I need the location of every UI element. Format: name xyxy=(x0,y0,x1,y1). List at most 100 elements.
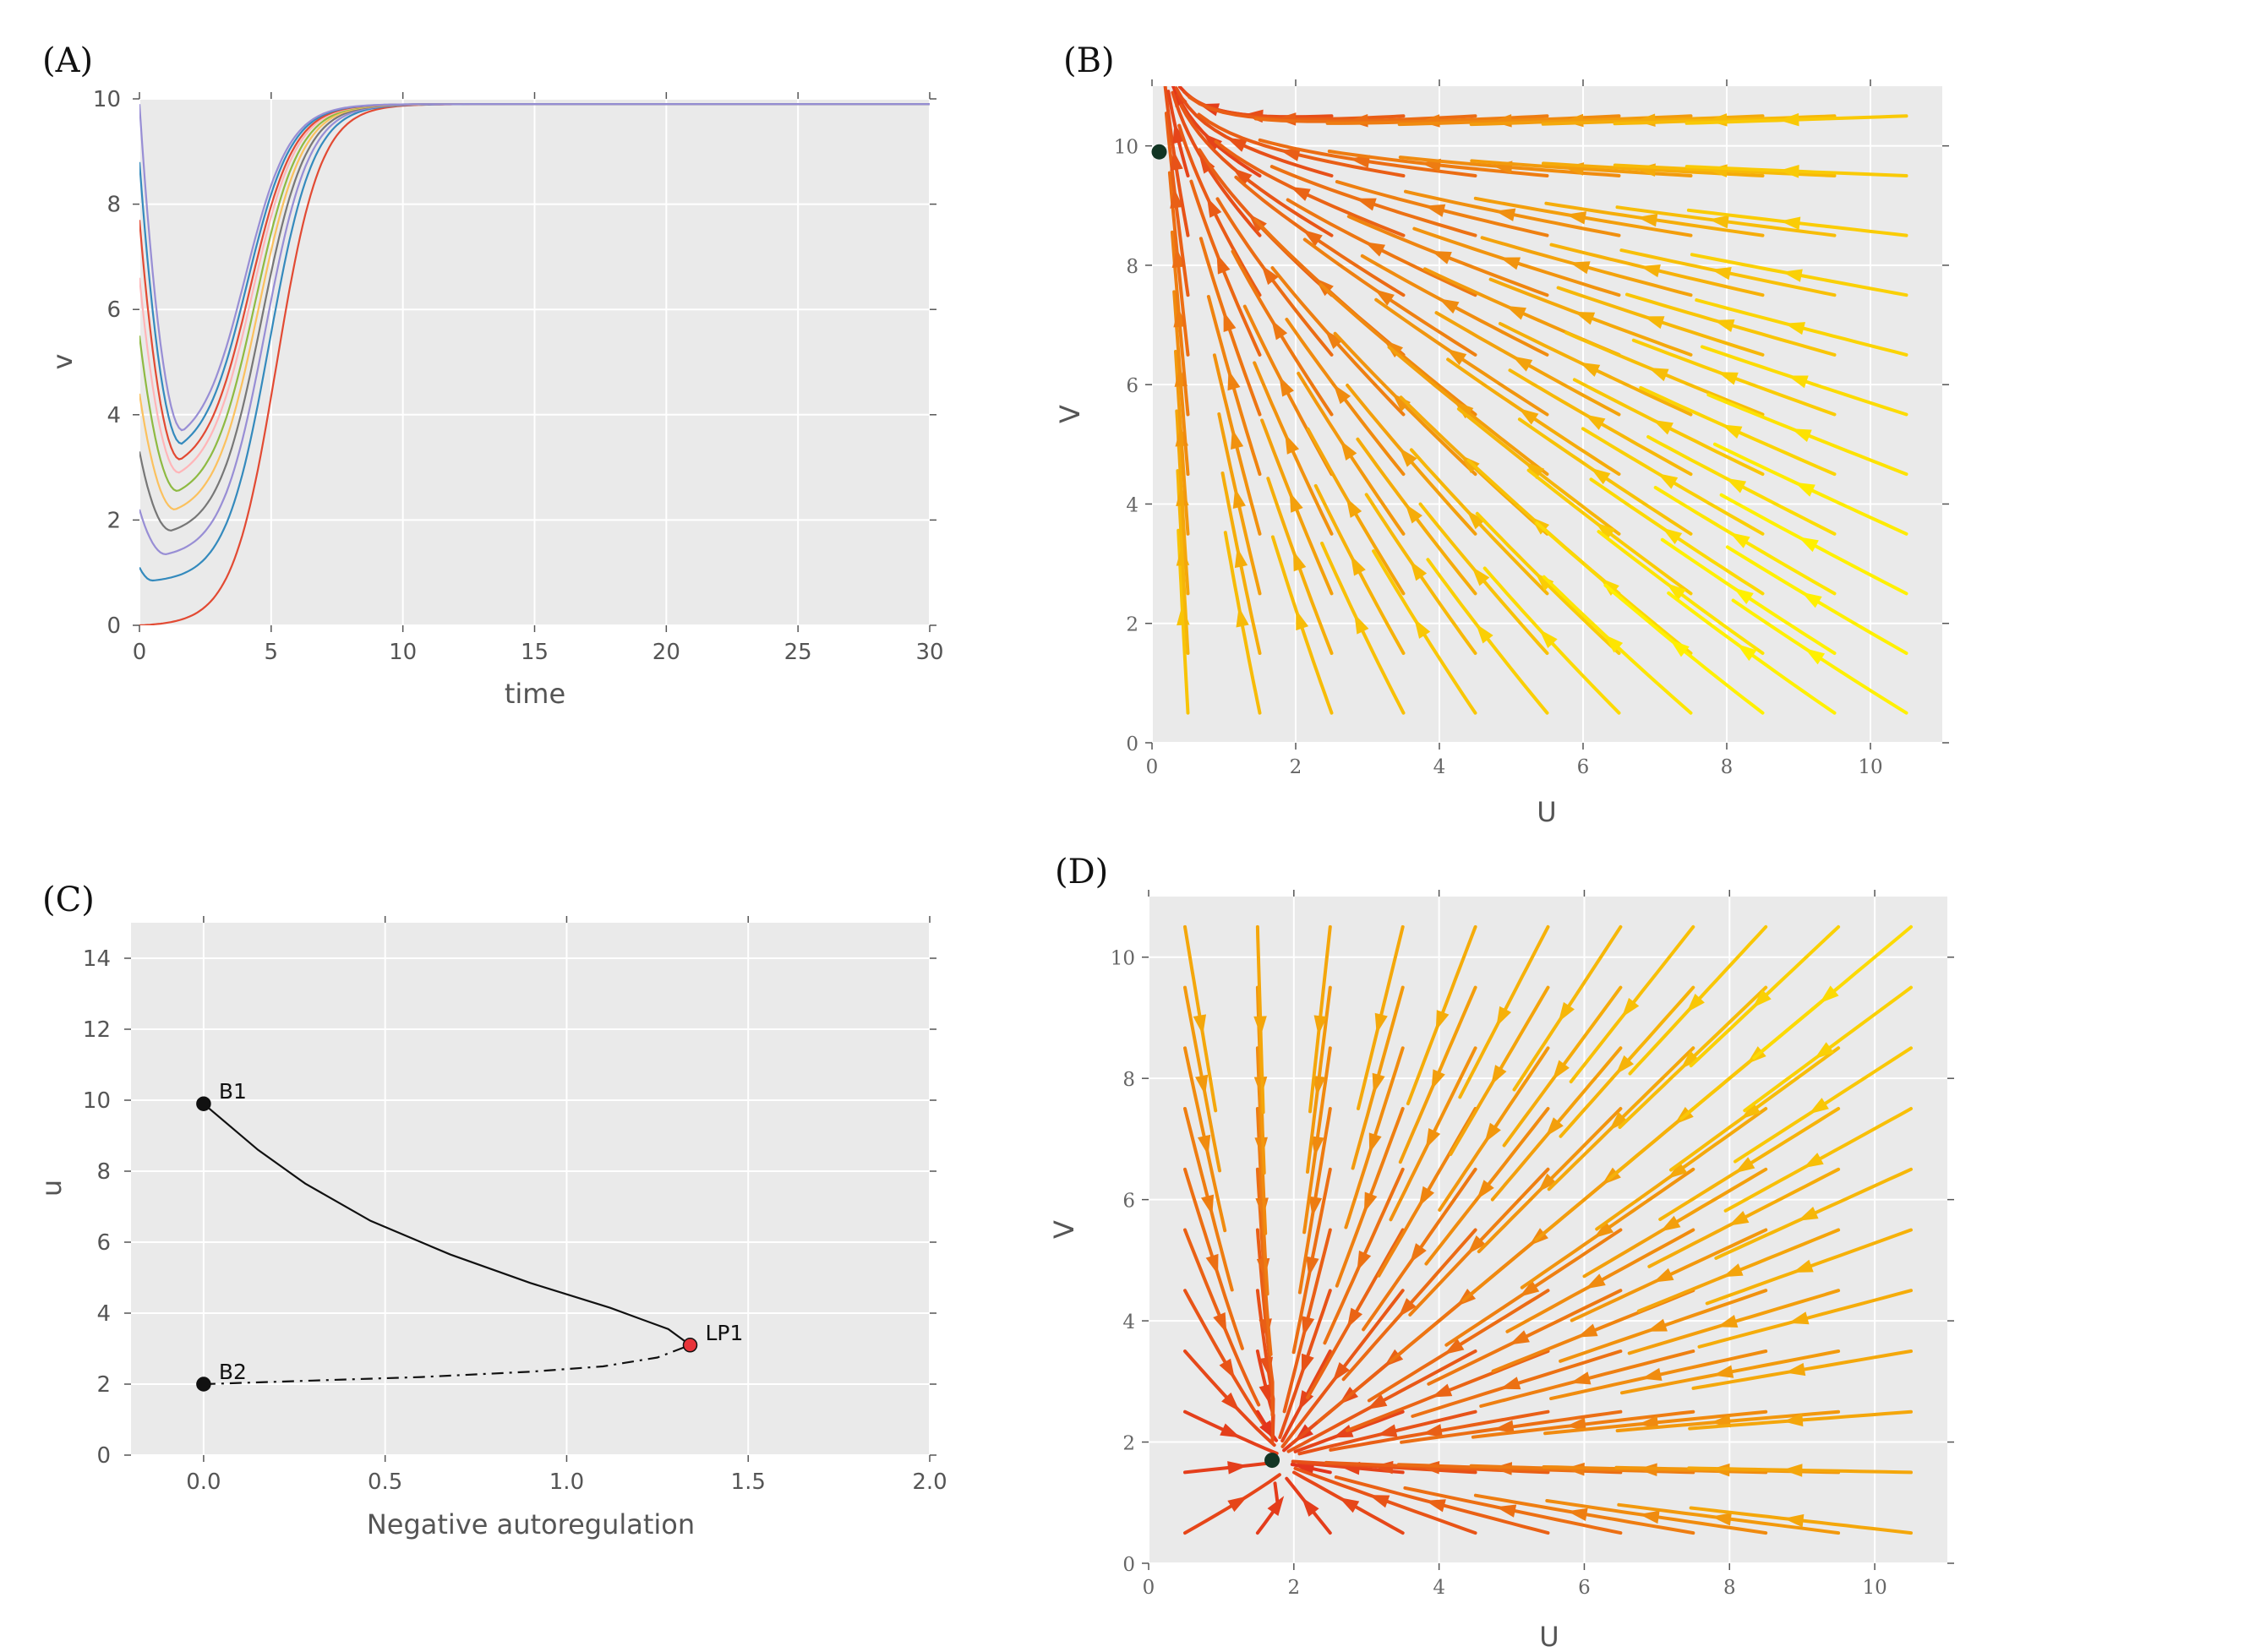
streamline-arrow-63 xyxy=(1490,1065,1507,1086)
streamline-arrow-114 xyxy=(1793,1259,1814,1273)
streamline-arrow-56 xyxy=(1422,1424,1443,1437)
streamline-arrow-100 xyxy=(1733,587,1754,605)
panel-a-ticks: 0 5 10 15 20 25 30 0 2 4 6 8 10 xyxy=(93,87,944,665)
streamline-arrow-115 xyxy=(1798,1207,1819,1221)
streamline-arrow-3 xyxy=(1221,1392,1240,1412)
streamline-arrow-86 xyxy=(1621,997,1640,1018)
streamline-arrow-25 xyxy=(1285,433,1300,455)
streamline-arrow-37 xyxy=(1346,1307,1363,1328)
streamline-arrow-31 xyxy=(1313,1015,1328,1036)
streamline-arrow-93 xyxy=(1647,367,1669,382)
streamline-arrow-104 xyxy=(1728,1210,1750,1226)
streamline-arrow-9 xyxy=(1194,1074,1209,1096)
x-tick-label: 0 xyxy=(133,640,147,665)
y-tick-label: 8 xyxy=(96,1159,111,1185)
streamline-arrow-29 xyxy=(1311,1136,1324,1157)
y-tick-label: 12 xyxy=(83,1017,111,1043)
streamline-arrow-80 xyxy=(1590,467,1611,485)
streamline-arrow-20 xyxy=(1253,1016,1267,1037)
streamline-arrow-53 xyxy=(1435,1010,1450,1031)
streamline-arrow-18 xyxy=(1206,197,1222,218)
special-point-label: B2 xyxy=(219,1360,247,1384)
x-tick-label: 20 xyxy=(652,640,680,665)
streamline-arrow-89 xyxy=(1638,1415,1659,1429)
streamline-arrow-85 xyxy=(1565,211,1587,225)
streamline-arrow-22 xyxy=(1296,609,1309,631)
panel-d-stable-point xyxy=(1264,1453,1280,1469)
x-tick-label: 2.0 xyxy=(912,1469,947,1495)
streamline-arrow-50 xyxy=(1374,289,1395,306)
streamline-arrow-32 xyxy=(1338,1497,1360,1513)
streamline-arrow-87 xyxy=(1639,1510,1660,1524)
streamline-arrow-76 xyxy=(1567,1508,1588,1522)
streamline-arrow-28 xyxy=(1308,1196,1323,1217)
y-tick-label: 6 xyxy=(1126,375,1138,397)
special-point-label: LP1 xyxy=(706,1321,744,1345)
streamline-arrow-47 xyxy=(1399,447,1417,467)
streamline-arrow-96 xyxy=(1636,213,1658,227)
streamline-arrow-106 xyxy=(1740,1102,1761,1120)
streamline-arrow-59 xyxy=(1454,401,1474,419)
stable-branch xyxy=(203,1103,691,1346)
x-tick-label: 25 xyxy=(784,640,812,665)
streamline-arrow-8 xyxy=(1170,150,1183,171)
streamline-arrow-111 xyxy=(1783,1413,1804,1427)
streamline-arrow-6 xyxy=(1205,1253,1219,1275)
y-tick-label: 2 xyxy=(106,508,121,533)
y-tick-label: 2 xyxy=(1126,614,1138,636)
panel-b-letter: (B) xyxy=(1063,41,1115,80)
streamline-arrow-52 xyxy=(1431,1069,1445,1090)
streamline-arrow-96 xyxy=(1680,1050,1700,1070)
x-tick-label: 0.5 xyxy=(368,1469,402,1495)
panel-a-ylabel: v xyxy=(46,354,79,370)
streamline-arrow-117 xyxy=(1808,1098,1829,1115)
streamline-arrow-119 xyxy=(1819,985,1839,1004)
streamline-arrow-74 xyxy=(1552,1060,1570,1081)
streamline-arrow-92 xyxy=(1652,1268,1674,1283)
streamline-arrow-42 xyxy=(1374,1012,1388,1034)
streamline-arrow-93 xyxy=(1660,1215,1681,1232)
streamline-arrow-30 xyxy=(1313,1075,1326,1097)
y-tick-label: 2 xyxy=(1122,1433,1135,1455)
streamline-arrow-13 xyxy=(1232,488,1246,509)
streamline-arrow-78 xyxy=(1565,1417,1586,1431)
panel-c: 0.0 0.5 1.0 1.5 2.0 0 2 4 6 8 10 12 14 B1 B2 LP1 Negat… xyxy=(35,916,947,1540)
streamline-arrow-80 xyxy=(1576,1323,1598,1338)
streamline-arrow-107 xyxy=(1708,215,1729,229)
streamline-arrow-104 xyxy=(1717,372,1739,385)
streamline-arrow-77 xyxy=(1603,634,1624,653)
streamline-arrow-119 xyxy=(1778,165,1799,178)
x-tick-label: 0.0 xyxy=(186,1469,221,1495)
streamline-arrow-94 xyxy=(1667,1162,1688,1179)
streamline-arrow-52 xyxy=(1356,198,1377,211)
panel-d-streamlines xyxy=(1183,924,1913,1535)
streamline-arrow-57 xyxy=(1431,1383,1453,1398)
streamline-arrow-110 xyxy=(1805,648,1826,665)
y-tick-label: 4 xyxy=(1122,1311,1135,1333)
streamline-arrow-105 xyxy=(1734,1157,1755,1174)
streamline-arrow-46 xyxy=(1367,1394,1388,1409)
streamline-arrow-114 xyxy=(1791,428,1812,443)
streamline-arrow-101 xyxy=(1712,1365,1734,1378)
streamline-arrow-70 xyxy=(1518,408,1539,425)
x-tick-label: 0 xyxy=(1146,756,1159,778)
streamline-arrow-49 xyxy=(1410,1243,1427,1263)
x-tick-label: 1.5 xyxy=(731,1469,766,1495)
streamline-arrow-84 xyxy=(1608,1111,1628,1131)
x-tick-label: 2 xyxy=(1287,1577,1300,1599)
streamline-arrow-0 xyxy=(1227,1496,1248,1513)
streamline-arrow-73 xyxy=(1499,257,1521,270)
streamline-arrow-56 xyxy=(1471,566,1490,586)
streamline-arrow-79 xyxy=(1570,1371,1592,1385)
x-tick-label: 0 xyxy=(1143,1577,1155,1599)
y-tick-label: 4 xyxy=(106,403,121,428)
streamline-arrow-54 xyxy=(1425,1499,1446,1513)
streamline-arrow-10 xyxy=(1193,1014,1207,1035)
streamline-arrow-38 xyxy=(1357,1250,1372,1272)
streamline-arrow-2 xyxy=(1220,1423,1241,1438)
panel-a-xlabel: time xyxy=(505,678,565,710)
panel-c-ticks: 0.0 0.5 1.0 1.5 2.0 0 2 4 6 8 10 12 14 xyxy=(83,916,947,1495)
streamline-arrow-33 xyxy=(1354,613,1369,635)
streamline-arrow-11 xyxy=(1267,1496,1285,1516)
panel-d-xlabel: U xyxy=(1539,1621,1559,1652)
